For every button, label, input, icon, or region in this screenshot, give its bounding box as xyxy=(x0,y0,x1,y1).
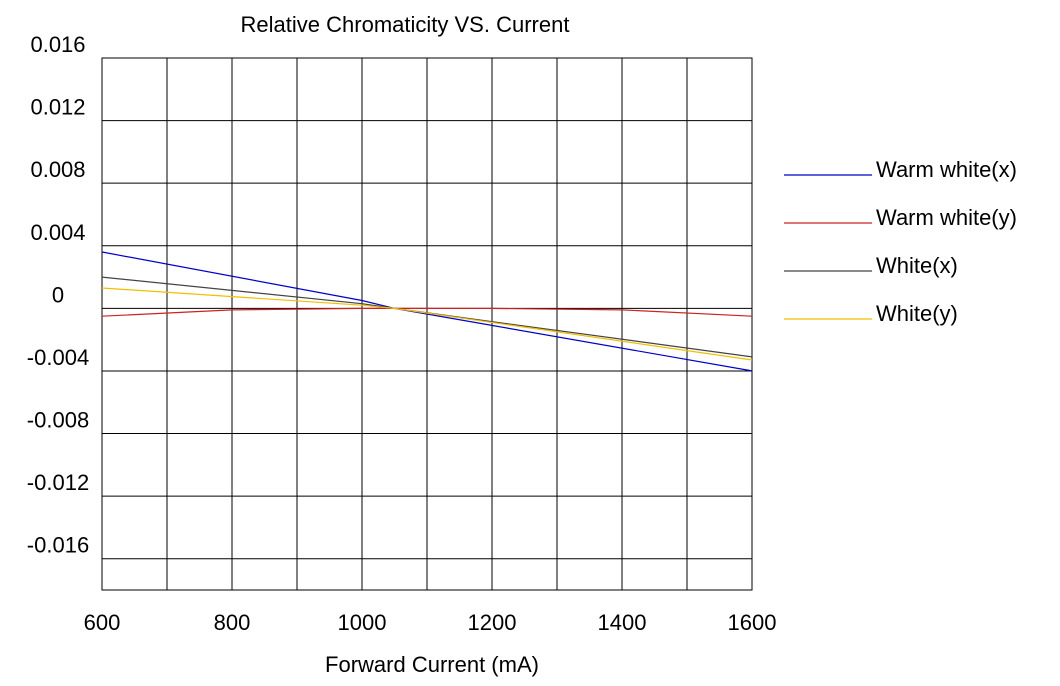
series-lines xyxy=(101,251,753,372)
chart-title: Relative Chromaticity VS. Current xyxy=(241,12,570,37)
legend-label: Warm white(y) xyxy=(876,205,1017,230)
y-tick-label: 0.004 xyxy=(30,220,85,245)
y-tick-label: -0.016 xyxy=(27,533,89,558)
y-axis-ticks: 0.016 0.012 0.008 0.004 0 -0.004 -0.008 -0.012 -… xyxy=(27,32,89,558)
legend-label: White(x) xyxy=(876,253,958,278)
legend-label: Warm white(x) xyxy=(876,157,1017,182)
x-axis-ticks: 600 800 1000 1200 1400 1600 xyxy=(84,610,777,635)
x-tick-label: 800 xyxy=(214,610,251,635)
x-tick-label: 1600 xyxy=(728,610,777,635)
series-line-white-y xyxy=(101,287,753,361)
y-tick-label: -0.012 xyxy=(27,470,89,495)
legend-label: White(y) xyxy=(876,301,958,326)
series-line-warm-white-y xyxy=(101,307,753,317)
y-tick-label: 0 xyxy=(52,282,64,307)
x-tick-label: 1400 xyxy=(598,610,647,635)
x-tick-label: 1200 xyxy=(468,610,517,635)
y-tick-label: -0.004 xyxy=(27,345,89,370)
legend: Warm white(x) Warm white(y) White(x) White(… xyxy=(784,157,1017,326)
x-tick-label: 1000 xyxy=(338,610,387,635)
y-tick-label: -0.008 xyxy=(27,408,89,433)
y-tick-label: 0.012 xyxy=(30,95,85,120)
plot-grid xyxy=(102,58,752,590)
series-line-warm-white-x xyxy=(101,251,753,372)
series-line-white-x xyxy=(101,276,753,358)
plot-frame xyxy=(101,57,753,591)
y-tick-label: 0.016 xyxy=(30,32,85,57)
x-tick-label: 600 xyxy=(84,610,121,635)
y-tick-label: 0.008 xyxy=(30,157,85,182)
x-axis-label: Forward Current (mA) xyxy=(325,652,539,677)
